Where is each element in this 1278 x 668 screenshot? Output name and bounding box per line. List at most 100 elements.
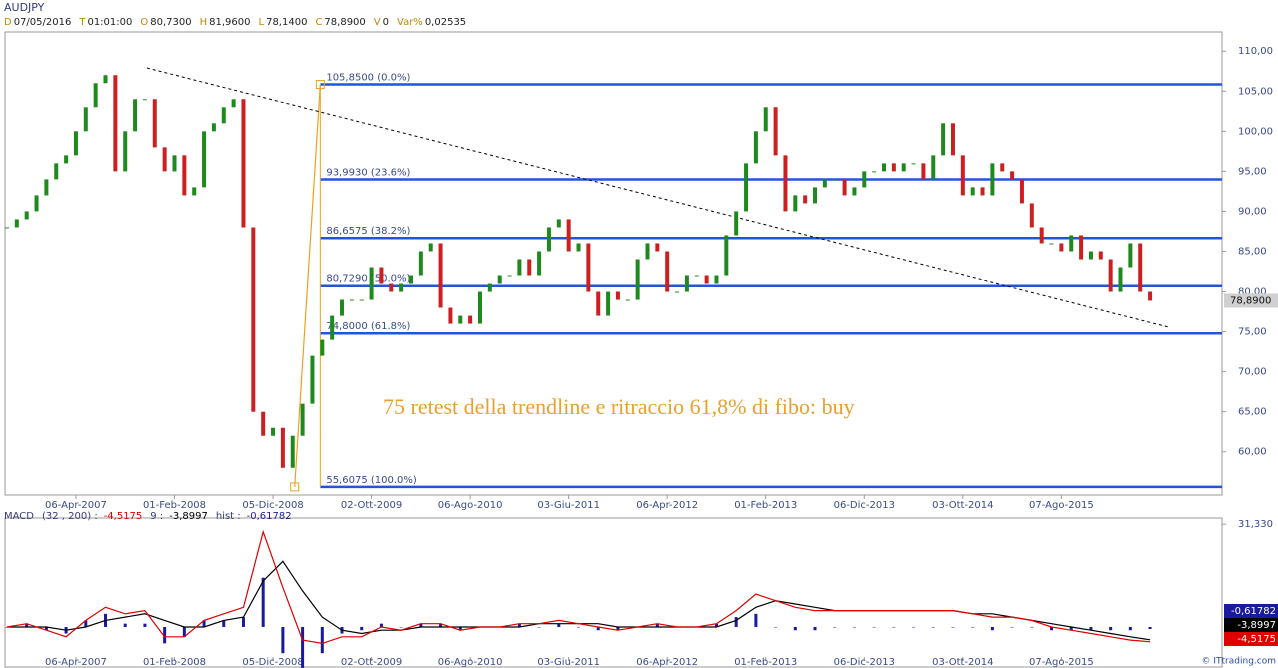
hist-bar (774, 626, 778, 628)
y-tick-label: 85,00 (1238, 246, 1267, 257)
macd-header: MACD (32 , 200) : -4,5175 9 : -3,8997 hist :-… (4, 511, 292, 522)
x-tick-label: 03-Giu-2011 (537, 500, 600, 511)
hist-bar (833, 626, 837, 628)
hist-bar (5, 626, 9, 628)
y-tick-label: 105,00 (1238, 86, 1273, 97)
fib-label: 55,6075 (100.0%) (326, 475, 417, 486)
macd-param: hist : (216, 511, 241, 522)
info-value: 78,8900 (324, 17, 365, 28)
hist-bar (655, 623, 659, 627)
hist-bar (971, 626, 975, 628)
hist-bar (399, 626, 403, 628)
hist-bar (892, 626, 896, 628)
x-tick-label: 03-Ott-2014 (932, 500, 993, 511)
hist-bar (182, 626, 186, 637)
macd-frame (4, 517, 1223, 668)
info-value: 81,9600 (209, 17, 250, 28)
hist-bar (537, 626, 541, 628)
x-tick-label: 03-Giu-2011 (537, 657, 600, 668)
fib-handle (315, 79, 325, 89)
macd-param: (32 , 200) : (42, 511, 98, 522)
y-tick-label: 65,00 (1238, 407, 1267, 418)
x-tick-label: 05-Dic-2008 (242, 500, 303, 511)
hist-bar (852, 626, 856, 628)
hist-bar (813, 626, 817, 631)
x-tick-label: 07-Ago-2015 (1029, 500, 1094, 511)
x-tick-label: 01-Feb-2013 (734, 500, 797, 511)
hist-bar (84, 620, 88, 627)
y-tick-label: 110,00 (1238, 46, 1273, 57)
hist-bar (1050, 626, 1054, 631)
info-value: 0,02535 (425, 17, 466, 28)
hist-bar (379, 623, 383, 627)
fib-label: 74,8000 (61.8%) (326, 321, 410, 332)
hist-bar (1109, 626, 1113, 631)
hist-bar (931, 626, 935, 628)
annotation: 75 retest della trendline e ritraccio 61… (383, 394, 855, 419)
hist-bar (1089, 626, 1093, 631)
x-tick-label: 01-Feb-2008 (143, 500, 206, 511)
symbol-title: AUDJPY (4, 1, 45, 14)
hist-bar (1148, 626, 1152, 629)
info-line: D 07/05/2016 T 01:01:00 O 80,7300 H 81,9600 L 78,… (4, 17, 466, 28)
fib-label: 86,6575 (38.2%) (326, 226, 410, 237)
y-tick-label: 95,00 (1238, 166, 1267, 177)
fib-label: 93,9930 (23.6%) (326, 167, 410, 178)
y-tick-label: 90,00 (1238, 206, 1267, 217)
hist-bar (557, 623, 561, 627)
value-tag-label: -0,61782 (1231, 606, 1276, 617)
hist-bar (714, 623, 718, 627)
info-value: 78,1400 (266, 17, 307, 28)
hist-bar (734, 617, 738, 627)
x-tick-label: 06-Apr-2007 (45, 500, 107, 511)
macd-param: 9 : (150, 511, 163, 522)
hist-bar (990, 626, 994, 631)
info-key: L (259, 17, 265, 28)
x-tick-label: 06-Apr-2007 (45, 657, 107, 668)
trendline (146, 67, 1168, 328)
hist-bar (123, 623, 127, 627)
y-tick-label: 75,00 (1238, 327, 1267, 338)
copyright: © ITtrading.com (1202, 657, 1276, 667)
last-price-label: 78,8900 (1230, 295, 1271, 306)
hist-bar (419, 623, 423, 627)
hist-bar (163, 626, 167, 644)
macd-value: -0,61782 (247, 511, 292, 522)
x-tick-label: 06-Dic-2013 (834, 500, 895, 511)
last-price-box (1224, 293, 1278, 308)
hist-bar (517, 623, 521, 627)
hist-bar (320, 626, 324, 654)
hist-bar (951, 626, 955, 628)
x-tick-label: 02-Ott-2009 (341, 500, 402, 511)
info-value: 0 (383, 17, 389, 28)
hist-bar (872, 626, 876, 628)
info-key: T (78, 17, 86, 28)
hist-bar (281, 626, 285, 654)
hist-bar (1069, 626, 1073, 631)
info-key: C (315, 17, 322, 28)
y-tick-label: 70,00 (1238, 367, 1267, 378)
info-key: O (140, 17, 148, 28)
info-key: V (374, 17, 381, 28)
x-tick-label: 01-Feb-2013 (734, 657, 797, 668)
hist-bar (458, 626, 462, 631)
fib-handle (290, 482, 300, 492)
hist-bar (202, 620, 206, 627)
info-key: D (4, 17, 12, 28)
hist-bar (301, 626, 305, 668)
value-tag (1224, 618, 1278, 632)
hist-bar (577, 626, 581, 628)
hist-bar (1128, 626, 1132, 631)
info-value: 01:01:00 (87, 17, 132, 28)
hist-bar (143, 623, 147, 627)
hist-bar (616, 626, 620, 631)
value-tag (1224, 604, 1278, 618)
hist-bar (241, 617, 245, 627)
x-tick-label: 06-Ago-2010 (438, 500, 503, 511)
hist-bar (754, 613, 758, 627)
macd-value: -4,5175 (104, 511, 143, 522)
x-tick-label: 06-Dic-2013 (834, 657, 895, 668)
x-tick-label: 06-Apr-2012 (636, 500, 698, 511)
